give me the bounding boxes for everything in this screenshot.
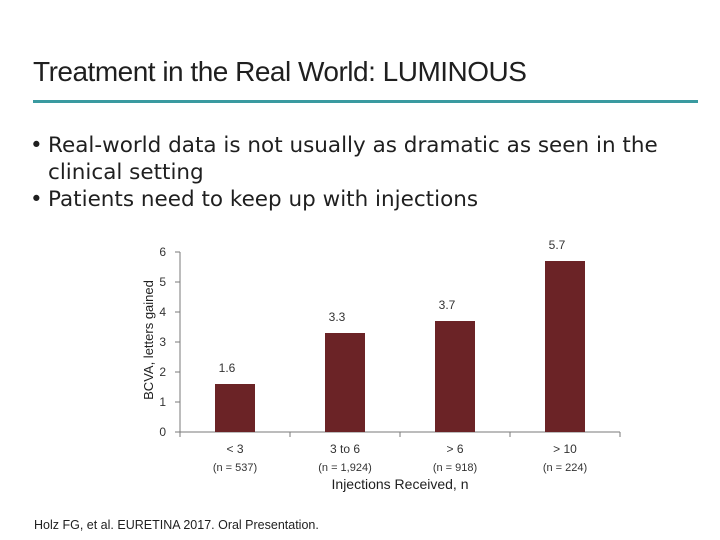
bullet-list: • Real-world data is not usually as drama… xyxy=(30,132,710,213)
x-category-sublabel: (n = 537) xyxy=(213,462,257,474)
citation: Holz FG, et al. EURETINA 2017. Oral Pres… xyxy=(34,518,319,532)
bullet-item: • Patients need to keep up with injection… xyxy=(30,186,710,213)
x-category-label: 3 to 6 xyxy=(330,442,360,456)
x-category-label: > 6 xyxy=(446,442,463,456)
bar xyxy=(545,261,585,432)
bullet-dot: • xyxy=(30,187,43,212)
x-category-label: < 3 xyxy=(226,442,243,456)
bullet-text: Real-world data is not usually as dramat… xyxy=(48,133,658,185)
x-category-label: > 10 xyxy=(553,442,577,456)
title-underline xyxy=(33,100,698,103)
data-label: 5.7 xyxy=(549,238,566,252)
x-category-sublabel: (n = 918) xyxy=(433,462,477,474)
x-category-sublabel: (n = 1,924) xyxy=(318,462,372,474)
data-label: 1.6 xyxy=(219,361,236,375)
bar xyxy=(215,384,255,432)
y-tick-label: 5 xyxy=(159,275,166,289)
y-tick-label: 1 xyxy=(159,395,166,409)
bullet-text: Patients need to keep up with injections xyxy=(48,187,479,212)
y-tick-label: 4 xyxy=(159,305,166,319)
bar xyxy=(325,333,365,432)
data-label: 3.7 xyxy=(439,298,456,312)
bullet-item: • Real-world data is not usually as drama… xyxy=(30,132,710,186)
x-category-sublabel: (n = 224) xyxy=(543,462,587,474)
data-label: 3.3 xyxy=(329,310,346,324)
x-axis-title: Injections Received, n xyxy=(332,476,469,492)
y-tick-label: 3 xyxy=(159,335,166,349)
y-tick-label: 0 xyxy=(159,425,166,439)
y-axis-title: BCVA, letters gained xyxy=(141,280,156,400)
slide-title: Treatment in the Real World: LUMINOUS xyxy=(33,56,527,87)
bullet-dot: • xyxy=(30,133,43,158)
bar xyxy=(435,321,475,432)
y-tick-label: 2 xyxy=(159,365,166,379)
y-tick-label: 6 xyxy=(159,245,166,259)
